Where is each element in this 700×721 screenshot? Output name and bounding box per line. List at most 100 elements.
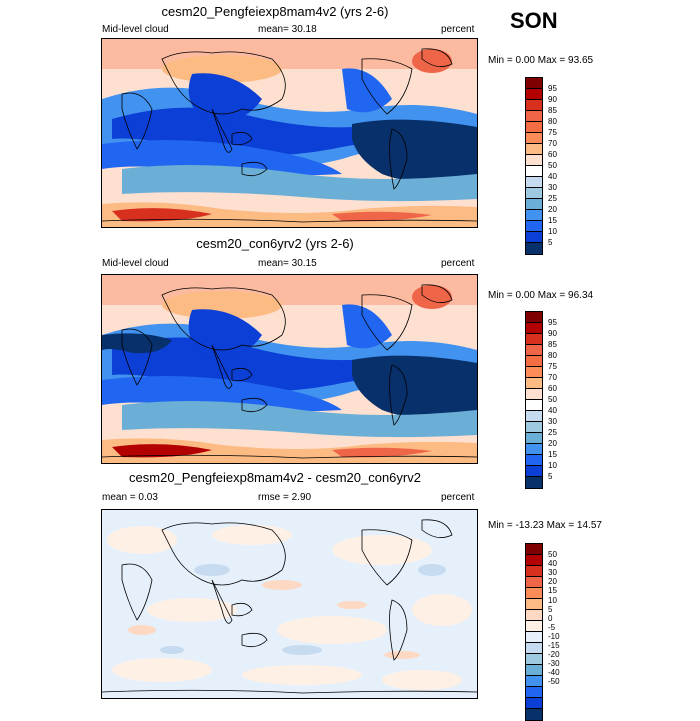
panel-2-minmax: Min = 0.00 Max = 96.34 bbox=[488, 290, 594, 301]
panel-3-colorbar-swatch bbox=[526, 676, 542, 687]
panel-3-colorbar-label: -10 bbox=[548, 631, 560, 641]
panel-1-colorbar-label: 10 bbox=[548, 227, 557, 236]
panel-2-colorbar-label: 20 bbox=[548, 439, 557, 448]
panel-1-colorbar-swatch bbox=[526, 122, 542, 133]
panel-1-colorbar-label: 90 bbox=[548, 95, 557, 104]
panel-1-colorbar-label: 75 bbox=[548, 128, 557, 137]
panel-3-colorbar-swatch bbox=[526, 621, 542, 632]
panel-3-colorbar-swatch bbox=[526, 643, 542, 654]
panel-3-colorbar-swatch bbox=[526, 709, 542, 720]
panel-2-colorbar-swatch bbox=[526, 444, 542, 455]
panel-1-colorbar-label: 40 bbox=[548, 172, 557, 181]
panel-1-colorbar-swatch bbox=[526, 89, 542, 100]
panel-3-colorbar-label: 20 bbox=[548, 577, 557, 587]
panel-2-title: cesm20_con6yrv2 (yrs 2-6) bbox=[196, 236, 354, 251]
panel-1-colorbar-swatch bbox=[526, 210, 542, 221]
panel-2-colorbar-swatch bbox=[526, 389, 542, 400]
panel-1-colorbar-swatch bbox=[526, 144, 542, 155]
panel-2-colorbar-swatch bbox=[526, 323, 542, 334]
panel-3-colorbar-swatch bbox=[526, 654, 542, 665]
panel-2-colorbar-swatch bbox=[526, 477, 542, 488]
panel-3-colorbar-label: 30 bbox=[548, 568, 557, 578]
panel-2-colorbar-label: 80 bbox=[548, 351, 557, 360]
panel-1-colorbar-swatch bbox=[526, 133, 542, 144]
panel-2-colorbar-label: 70 bbox=[548, 373, 557, 382]
panel-3-colorbar-swatch bbox=[526, 599, 542, 610]
panel-1-units-label: percent bbox=[441, 24, 475, 35]
panel-2-colorbar-label: 10 bbox=[548, 461, 557, 470]
panel-1-colorbar-swatch bbox=[526, 221, 542, 232]
panel-2-colorbar-label: 40 bbox=[548, 406, 557, 415]
panel-1-colorbar-label: 50 bbox=[548, 161, 557, 170]
panel-2-colorbar-swatch bbox=[526, 334, 542, 345]
panel-3-colorbar-label: 50 bbox=[548, 550, 557, 559]
panel-2-colorbar-label: 90 bbox=[548, 329, 557, 338]
panel-3-colorbar-label: 15 bbox=[548, 586, 557, 596]
panel-3-rmse-label: rmse = 2.90 bbox=[258, 492, 312, 503]
panel-1-colorbar-label: 25 bbox=[548, 194, 557, 203]
panel-3-colorbar-label: -20 bbox=[548, 650, 560, 660]
panel-3-colorbar-swatch bbox=[526, 577, 542, 588]
panel-2-colorbar-swatch bbox=[526, 433, 542, 444]
panel-3-colorbar-swatch bbox=[526, 566, 542, 577]
panel-1-colorbar-label: 5 bbox=[548, 238, 553, 247]
panel-1-colorbar-swatch bbox=[526, 232, 542, 243]
panel-1-colorbar-swatch bbox=[526, 78, 542, 89]
panel-2-mean-label: mean= 30.15 bbox=[258, 258, 317, 269]
panel-1-variable-label: Mid-level cloud bbox=[102, 24, 169, 35]
panel-1-colorbar-label: 80 bbox=[548, 117, 557, 126]
panel-1-title: cesm20_Pengfeiexp8mam4v2 (yrs 2-6) bbox=[161, 4, 389, 19]
panel-3-colorbar-label: -50 bbox=[548, 677, 560, 687]
panel-2-map-field bbox=[102, 275, 477, 463]
panel-2-colorbar-swatch bbox=[526, 400, 542, 411]
panel-1-colorbar-swatch bbox=[526, 188, 542, 199]
panel-3-colorbar-label: -15 bbox=[548, 641, 560, 650]
panel-3-units-label: percent bbox=[441, 492, 475, 503]
panel-2-variable-label: Mid-level cloud bbox=[102, 258, 169, 269]
panel-1-colorbar-label: 30 bbox=[548, 183, 557, 192]
panel-2-colorbar-label: 75 bbox=[548, 362, 557, 371]
panel-2-colorbar-swatch bbox=[526, 312, 542, 323]
panel-3-colorbar-swatch bbox=[526, 632, 542, 643]
panel-3-colorbar-swatch bbox=[526, 687, 542, 698]
panel-3-map bbox=[101, 509, 478, 699]
panel-1-colorbar-swatch bbox=[526, 177, 542, 188]
panel-2-colorbar-label: 25 bbox=[548, 428, 557, 437]
panel-3-map-field bbox=[102, 510, 477, 698]
panel-2-colorbar-swatch bbox=[526, 411, 542, 422]
panel-1-colorbar-label: 20 bbox=[548, 205, 557, 214]
panel-1-colorbar-label: 95 bbox=[548, 84, 557, 93]
panel-1-minmax: Min = 0.00 Max = 93.65 bbox=[488, 55, 594, 66]
panel-1-colorbar-label: 70 bbox=[548, 139, 557, 148]
panel-3-colorbar-label: -40 bbox=[548, 668, 560, 678]
panel-2-map bbox=[101, 274, 478, 464]
panel-1-colorbar-swatch bbox=[526, 243, 542, 254]
panel-1-colorbar-label: 85 bbox=[548, 106, 557, 115]
panel-2-colorbar-label: 95 bbox=[548, 318, 557, 327]
panel-1-colorbar-swatch bbox=[526, 100, 542, 111]
panel-2-colorbar-label: 5 bbox=[548, 472, 553, 481]
panel-2-colorbar-label: 85 bbox=[548, 340, 557, 349]
panel-3-colorbar-swatch bbox=[526, 544, 542, 555]
panel-3-colorbar-label: 40 bbox=[548, 559, 557, 569]
panel-3-colorbar-label: -5 bbox=[548, 622, 556, 632]
panel-2-colorbar-swatch bbox=[526, 466, 542, 477]
panel-3-colorbar-label: 10 bbox=[548, 595, 557, 605]
panel-2-colorbar-swatch bbox=[526, 422, 542, 433]
panel-2-colorbar-label: 30 bbox=[548, 417, 557, 426]
panel-1-colorbar-swatch bbox=[526, 199, 542, 210]
panel-2-colorbar-label: 60 bbox=[548, 384, 557, 393]
panel-1-mean-label: mean= 30.18 bbox=[258, 24, 317, 35]
panel-2-colorbar-swatch bbox=[526, 356, 542, 367]
panel-2-colorbar-swatch bbox=[526, 378, 542, 389]
panel-3-colorbar-label: -30 bbox=[548, 659, 560, 669]
panel-3-colorbar-swatch bbox=[526, 610, 542, 621]
panel-1-colorbar-swatch bbox=[526, 166, 542, 177]
panel-2-units-label: percent bbox=[441, 258, 475, 269]
panel-3-colorbar-swatch bbox=[526, 555, 542, 566]
panel-2-colorbar-label: 15 bbox=[548, 450, 557, 459]
panel-1-colorbar-label: 60 bbox=[548, 150, 557, 159]
panel-3-minmax: Min = -13.23 Max = 14.57 bbox=[488, 520, 602, 531]
panel-3-colorbar-label: 5 bbox=[548, 604, 553, 614]
panel-1-colorbar-label: 15 bbox=[548, 216, 557, 225]
